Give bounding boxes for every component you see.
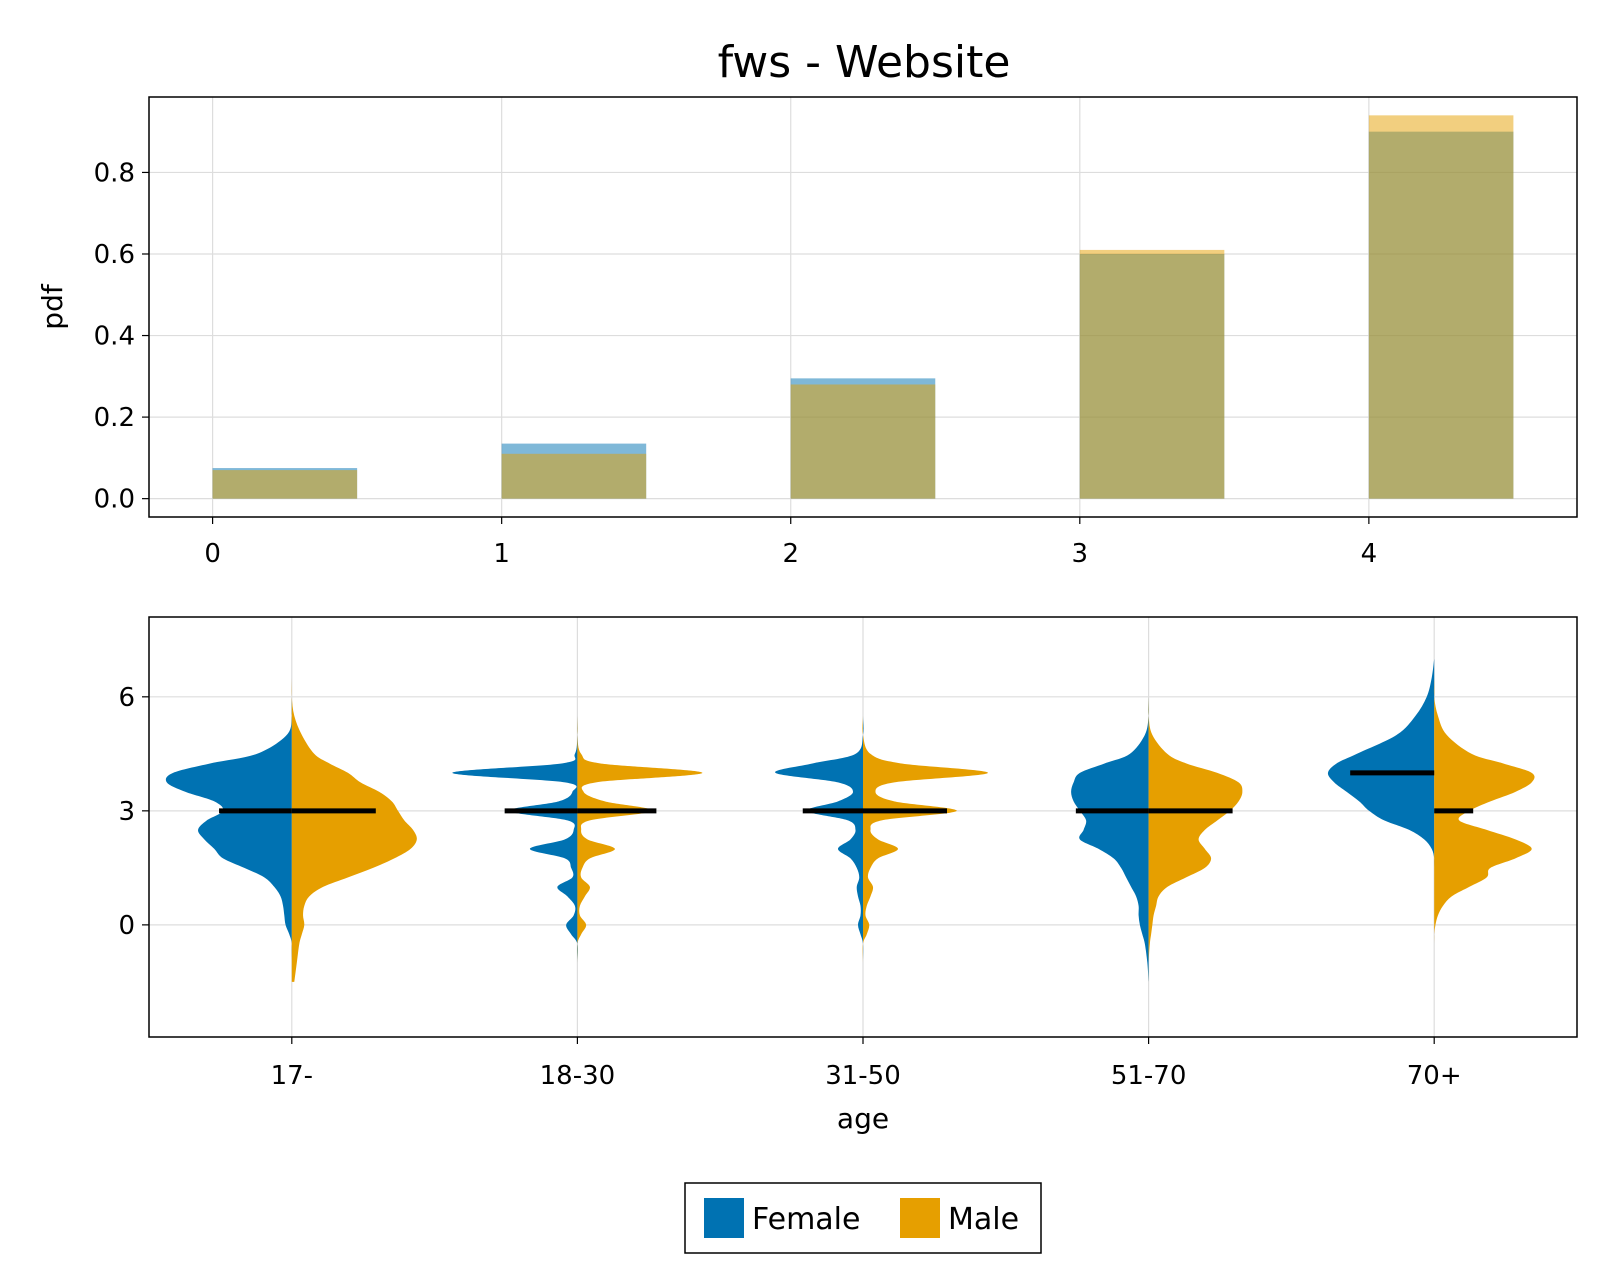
histogram-x-tick-label: 1 (493, 539, 510, 569)
violin-x-tick-label: 51-70 (1111, 1061, 1187, 1091)
legend-frame (684, 1182, 1042, 1254)
violin-male-51-70 (1148, 658, 1243, 982)
histogram-x-tick-label: 3 (1072, 539, 1089, 569)
violin-axes: 17- 18-30 31-50 51-70 70+ 0 3 6 age (118, 616, 1578, 1135)
histogram-bar-male-2 (790, 384, 936, 499)
histogram-y-ticks: 0.0 0.2 0.4 0.6 0.8 (94, 158, 149, 515)
histogram-y-tick-label: 0.6 (94, 240, 135, 270)
histogram-bar-male-1 (501, 453, 647, 499)
violin-x-tick-label: 17- (271, 1061, 313, 1091)
chart-title: fws - Website (718, 37, 1011, 88)
violin-y-tick-label: 0 (118, 911, 135, 941)
legend: Female Male (684, 1182, 1042, 1254)
violin-y-tick-label: 6 (118, 683, 135, 713)
violin-female-70+ (1327, 658, 1435, 982)
histogram-x-tick-label: 4 (1361, 539, 1378, 569)
histogram-axes: 0 1 2 3 4 0.0 0.2 0.4 0.6 0.8 pdf (36, 96, 1578, 569)
histogram-y-tick-label: 0.8 (94, 158, 135, 188)
violin-y-ticks: 0 3 6 (118, 683, 149, 941)
histogram-y-axis-label: pdf (36, 283, 69, 330)
legend-label-female: Female (752, 1202, 860, 1237)
histogram-y-tick-label: 0.2 (94, 403, 135, 433)
violin-male-17- (291, 658, 417, 982)
histogram-y-tick-label: 0.0 (94, 485, 135, 515)
violin-x-axis-label: age (837, 1102, 889, 1135)
histogram-bar-male-4 (1368, 115, 1514, 499)
violin-female-51-70 (1071, 658, 1149, 982)
violin-x-tick-label: 31-50 (825, 1061, 901, 1091)
violin-y-tick-label: 3 (118, 797, 135, 827)
histogram-bars (212, 115, 1514, 499)
histogram-bar-male-0 (212, 470, 358, 499)
histogram-frame (148, 96, 1578, 518)
legend-swatch-female (704, 1198, 744, 1238)
violin-male-70+ (1433, 658, 1535, 982)
histogram-bar-male-3 (1079, 249, 1225, 499)
histogram-x-tick-label: 0 (204, 539, 221, 569)
histogram-x-ticks: 0 1 2 3 4 (204, 517, 1377, 569)
violin-x-tick-label: 70+ (1407, 1061, 1462, 1091)
legend-swatch-male (900, 1198, 940, 1238)
histogram-y-tick-label: 0.4 (94, 322, 135, 352)
violin-female-17- (165, 658, 293, 982)
violin-x-tick-label: 18-30 (540, 1061, 616, 1091)
histogram-x-tick-label: 2 (782, 539, 799, 569)
legend-label-male: Male (948, 1202, 1019, 1237)
violin-x-ticks: 17- 18-30 31-50 51-70 70+ (271, 1037, 1462, 1091)
violins (165, 658, 1535, 982)
